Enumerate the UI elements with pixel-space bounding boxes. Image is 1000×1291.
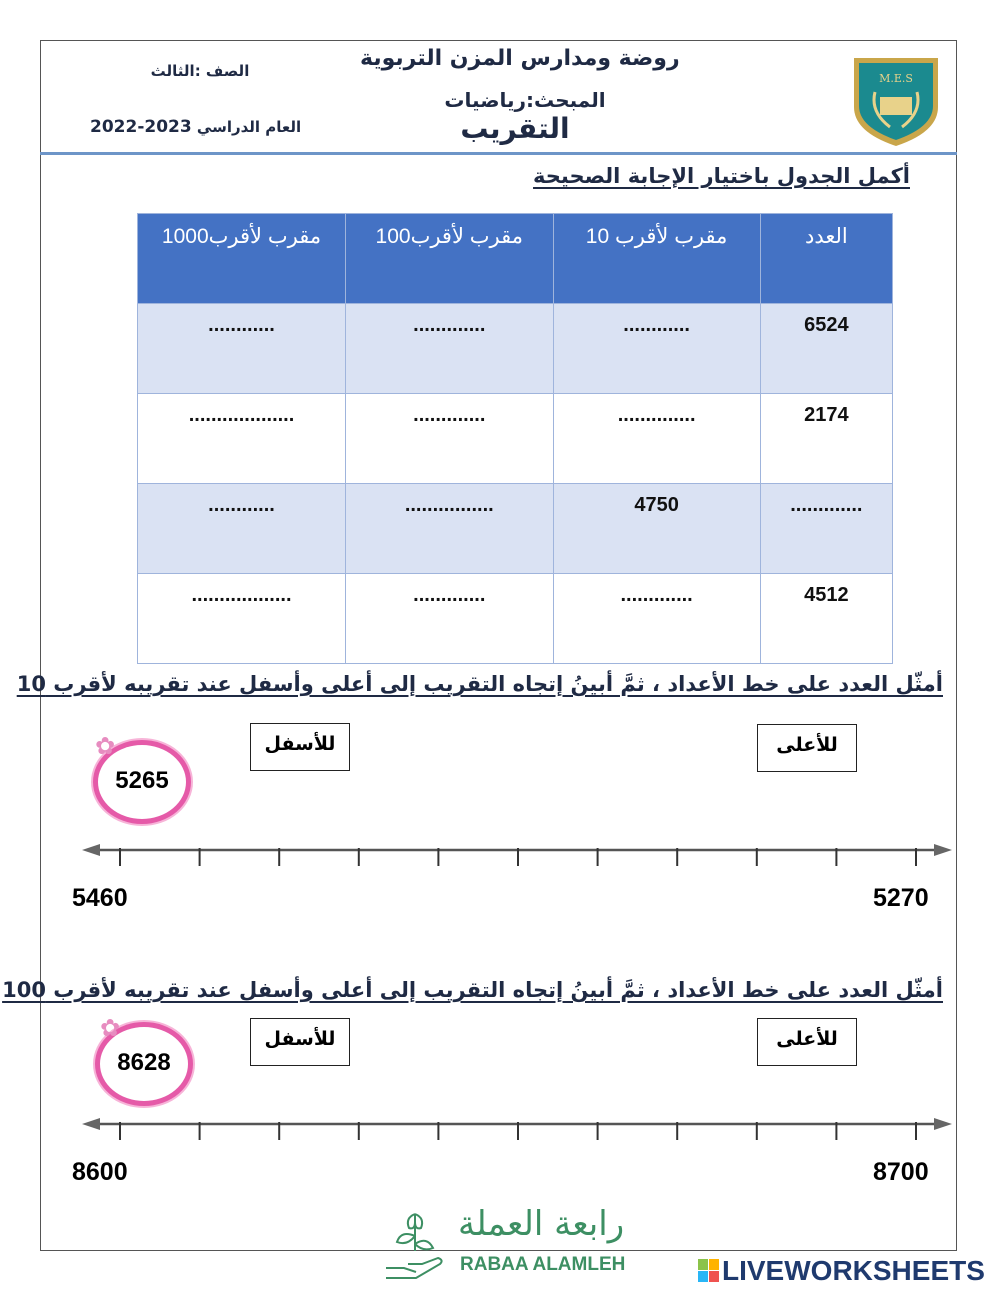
cell: 4512: [759, 573, 894, 664]
school-logo: M.E.S: [850, 52, 942, 148]
answer-field[interactable]: .............: [759, 483, 894, 574]
year-value: 2022-2023: [90, 117, 192, 137]
answer-field[interactable]: ...................: [136, 393, 347, 484]
target-number: 5265: [93, 740, 191, 824]
answer-field[interactable]: ................: [345, 483, 554, 574]
live-blocks-icon: [698, 1259, 719, 1282]
page-frame: [40, 40, 957, 1251]
answer-field[interactable]: ............: [136, 483, 347, 574]
cell: 6524: [759, 303, 894, 394]
topic-title: التقريب: [460, 112, 570, 145]
right-value: 5270: [873, 884, 929, 912]
answer-field[interactable]: .............: [552, 573, 761, 664]
left-arrow-icon: [82, 844, 100, 856]
grade: الصف :الثالث: [150, 62, 250, 80]
author-arabic: رابعة العملة: [458, 1204, 625, 1244]
table-row: ............. 4750 ................ ....…: [136, 483, 894, 574]
right-arrow-icon: [934, 1118, 952, 1130]
target-number: 8628: [95, 1022, 193, 1106]
school-year: 2022-2023 العام الدراسي: [90, 117, 301, 137]
answer-field[interactable]: ..............: [552, 393, 761, 484]
round-down-box[interactable]: للأسفل: [250, 723, 350, 771]
logo-text: M.E.S: [879, 72, 913, 85]
flower-icon: ✿: [95, 732, 116, 760]
answer-field[interactable]: ............: [136, 303, 347, 394]
year-label: العام الدراسي: [196, 118, 302, 136]
school-name: روضة ومدارس المزن التربوية: [360, 46, 680, 71]
numberline-instruction: أمثّل العدد على خط الأعداد ، ثمَّ أبينُ …: [2, 978, 943, 1002]
header-divider: [40, 152, 957, 155]
answer-field[interactable]: ............: [552, 303, 761, 394]
table-row: 2174 .............. ............. ......…: [136, 393, 894, 484]
table-header-row: العدد مقرب لأقرب 10 مقرب لأقرب100 مقرب ل…: [136, 213, 894, 304]
plant-hand-icon: [384, 1206, 446, 1286]
col-nearest-100: مقرب لأقرب100: [345, 213, 554, 304]
left-value: 8600: [72, 1158, 128, 1186]
numberline-instruction: أمثّل العدد على خط الأعداد ، ثمَّ أبينُ …: [16, 672, 943, 696]
right-arrow-icon: [934, 844, 952, 856]
liveworksheets-logo: LIVEWORKSHEETS: [698, 1255, 985, 1287]
rounding-table: العدد مقرب لأقرب 10 مقرب لأقرب100 مقرب ل…: [136, 213, 894, 664]
col-number: العدد: [759, 213, 894, 304]
answer-field[interactable]: .............: [345, 573, 554, 664]
cell: 4750: [552, 483, 761, 574]
answer-field[interactable]: .............: [345, 303, 554, 394]
cell: 2174: [759, 393, 894, 484]
flower-icon: ✿: [100, 1014, 121, 1042]
col-nearest-1000: مقرب لأقرب1000: [136, 213, 347, 304]
right-value: 8700: [873, 1158, 929, 1186]
round-up-box[interactable]: للأعلى: [757, 724, 857, 772]
answer-field[interactable]: ..................: [136, 573, 347, 664]
number-line: [82, 1118, 952, 1140]
round-down-box[interactable]: للأسفل: [250, 1018, 350, 1066]
left-value: 5460: [72, 884, 128, 912]
round-up-box[interactable]: للأعلى: [757, 1018, 857, 1066]
col-nearest-10: مقرب لأقرب 10: [552, 213, 761, 304]
table-row: 6524 ............ ............. ........…: [136, 303, 894, 394]
number-line: [82, 844, 952, 866]
left-arrow-icon: [82, 1118, 100, 1130]
table-instruction: أكمل الجدول باختيار الإجابة الصحيحة: [533, 164, 910, 188]
table-row: 4512 ............. ............. .......…: [136, 573, 894, 664]
answer-field[interactable]: .............: [345, 393, 554, 484]
brand-name: LIVEWORKSHEETS: [722, 1255, 985, 1286]
author-english: RABAA ALAMLEH: [460, 1254, 626, 1275]
subject: المبحث:رياضيات: [444, 88, 606, 112]
